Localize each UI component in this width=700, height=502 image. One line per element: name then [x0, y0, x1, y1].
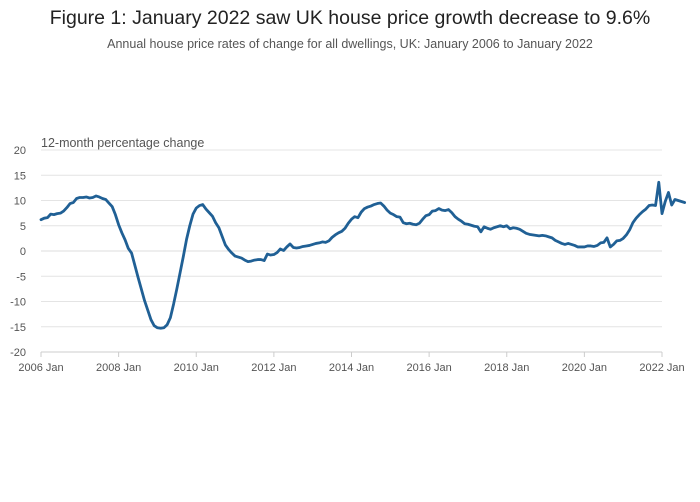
y-tick-label: 20: [14, 145, 26, 157]
y-axis-label: 12-month percentage change: [41, 136, 204, 150]
x-tick-label: 2020 Jan: [562, 362, 607, 374]
y-tick-label: 5: [20, 221, 26, 233]
x-tick-label: 2006 Jan: [18, 362, 63, 374]
x-tick-label: 2022 Jan: [639, 362, 684, 374]
x-axis: 2006 Jan 2008 Jan 2010 Jan 2012 Jan 2014 Jan…: [18, 351, 685, 374]
y-tick-label: 10: [14, 196, 26, 208]
x-tick-label: 2012 Jan: [251, 362, 296, 374]
x-tick-label: 2016 Jan: [406, 362, 451, 374]
y-tick-label: 15: [14, 170, 26, 182]
x-tick-label: 2008 Jan: [96, 362, 141, 374]
chart-subtitle: Annual house price rates of change for a…: [107, 37, 593, 51]
y-tick-label: -10: [10, 297, 26, 309]
x-tick-label: 2014 Jan: [329, 362, 374, 374]
series-line: [39, 180, 687, 330]
chart-title: Figure 1: January 2022 saw UK house pric…: [50, 7, 651, 29]
y-tick-label: -5: [16, 271, 26, 283]
x-tick-label: 2010 Jan: [174, 362, 219, 374]
y-tick-label: -15: [10, 322, 26, 334]
y-tick-label: -20: [10, 347, 26, 359]
gridlines: [41, 149, 662, 353]
y-tick-labels: 20 15 10 5 0 -5 -10 -15 -20: [10, 145, 26, 359]
y-tick-label: 0: [20, 246, 26, 258]
x-tick-label: 2018 Jan: [484, 362, 529, 374]
